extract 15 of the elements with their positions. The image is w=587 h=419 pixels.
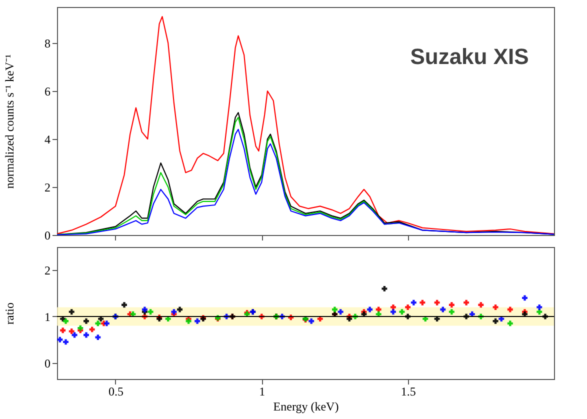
x-tick-label: 1.5 [400, 384, 416, 398]
y-tick-label: 6 [44, 84, 50, 98]
y-tick-label: 2 [44, 264, 50, 278]
y-tick-label: 2 [44, 180, 50, 194]
annotation: Suzaku XIS [410, 44, 529, 70]
y-axis-title: ratio [2, 302, 16, 324]
x-tick-label: 0.5 [108, 384, 124, 398]
y-tick-label: 0 [44, 356, 50, 370]
x-axis-title: Energy (keV) [273, 400, 339, 414]
y-axis-title: normalized counts s⁻¹ keV⁻¹ [2, 54, 16, 189]
x-tick-label: 1 [259, 384, 266, 398]
y-tick-label: 0 [44, 228, 50, 242]
y-tick-label: 8 [44, 36, 50, 50]
y-tick-label: 4 [44, 132, 50, 146]
y-tick-label: 1 [44, 310, 50, 324]
